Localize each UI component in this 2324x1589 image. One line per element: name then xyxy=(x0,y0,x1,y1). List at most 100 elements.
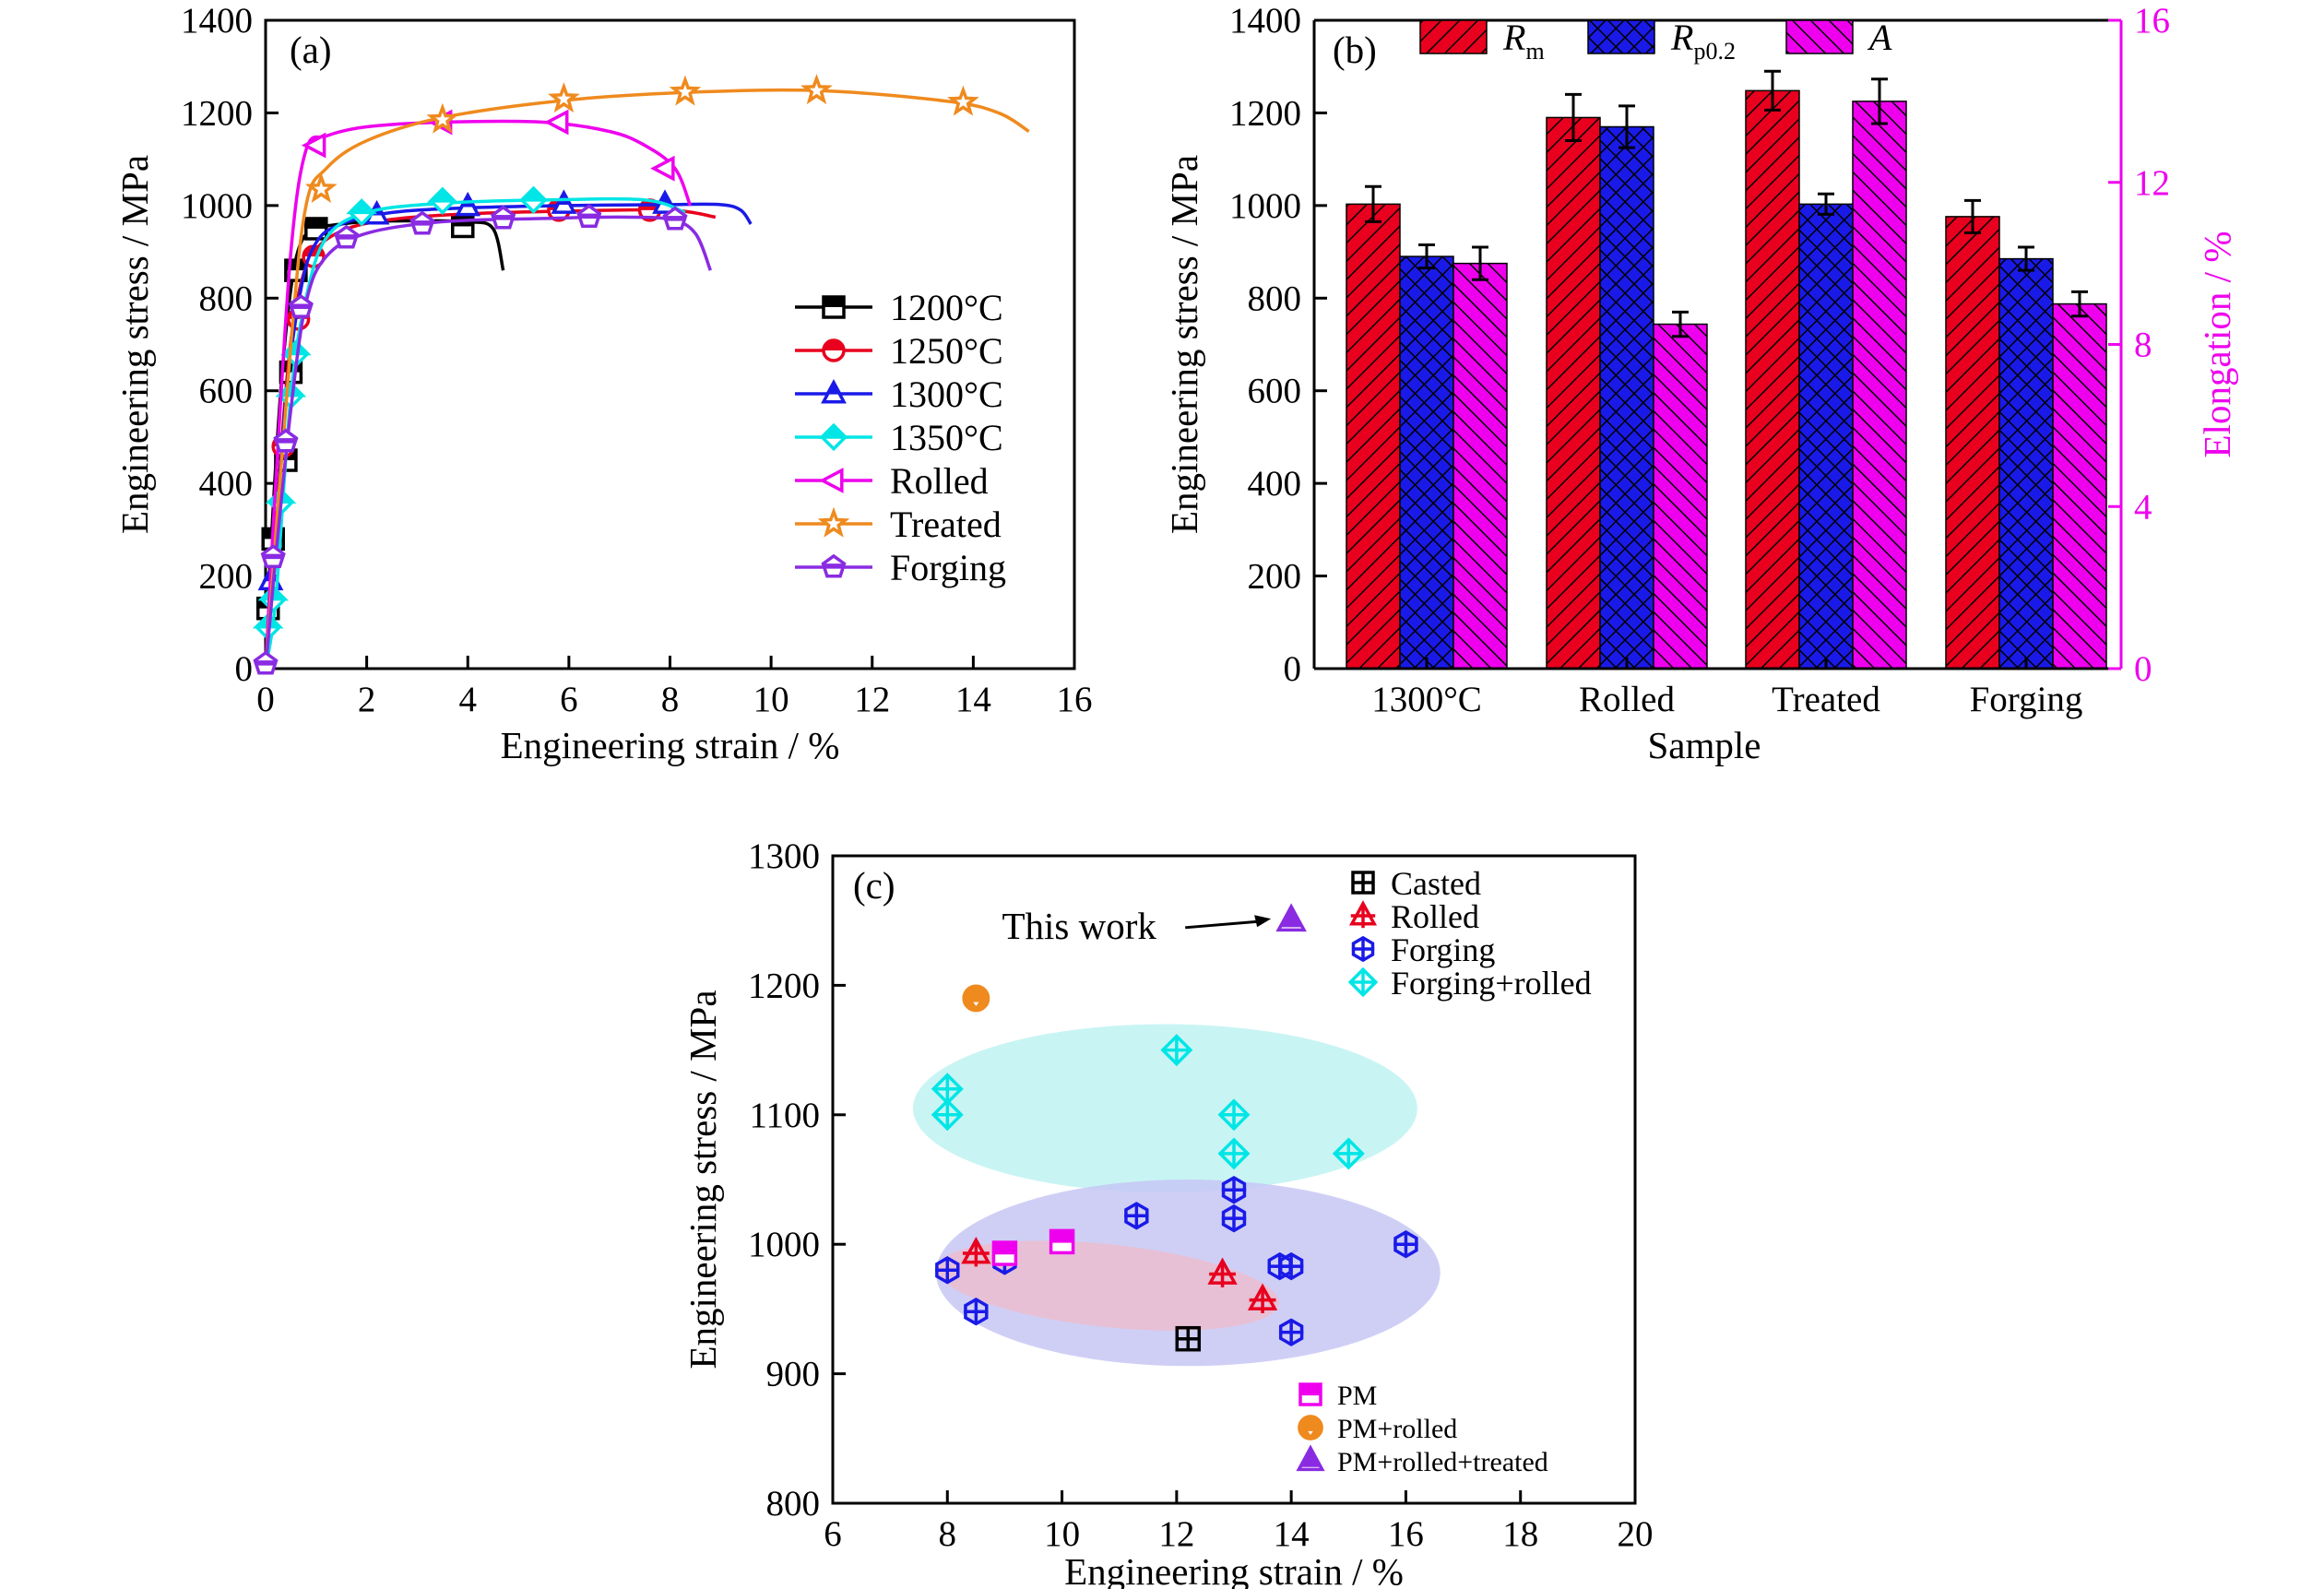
x-tick-label: 20 xyxy=(1618,1514,1654,1554)
data-point-pm xyxy=(993,1242,1015,1264)
panel-label: (a) xyxy=(290,29,332,71)
data-point-1300-c xyxy=(457,196,478,215)
y-tick-label: 1000 xyxy=(748,1225,820,1264)
y-tick-label: 200 xyxy=(199,557,254,597)
x-tick-label: 8 xyxy=(661,680,680,719)
panel-a: 0 2 4 6 8 10 12 14 16 0 200 400 600 800 1000 1200 1400 En… xyxy=(113,1,1093,766)
y-tick-label: 800 xyxy=(1248,279,1302,318)
x-tick-label: 10 xyxy=(753,680,789,719)
x-tick-label: 6 xyxy=(560,680,578,719)
annotation-this-work: This work xyxy=(1002,905,1157,947)
legend-marker-rolled xyxy=(823,470,842,491)
x-tick-label: 12 xyxy=(1158,1514,1194,1554)
annotation-arrow xyxy=(1185,921,1258,928)
series-line-1300-c xyxy=(266,204,751,669)
legend-marker-rolled xyxy=(1351,904,1375,928)
legend-label-forging: Forging xyxy=(1391,931,1495,968)
bar-rm-rolled xyxy=(1547,117,1600,669)
y-tick-label: 1200 xyxy=(1229,93,1301,133)
data-point-forging xyxy=(255,653,276,673)
legend-label-1250-c: 1250°C xyxy=(890,330,1003,372)
x-tick-label: 8 xyxy=(939,1514,957,1554)
category-label: Treated xyxy=(1772,680,1880,719)
y-tick-label: 800 xyxy=(199,279,254,318)
legend-subscript: p0.2 xyxy=(1693,38,1736,65)
data-point-pm-rolled xyxy=(964,986,988,1010)
legend-swatch-rp0-2 xyxy=(1588,20,1654,53)
x-tick-label: 2 xyxy=(358,680,376,719)
data-point-1350-c xyxy=(522,188,545,211)
y-tick-label: 1200 xyxy=(748,966,820,1005)
bar-rm-1300-c xyxy=(1346,204,1400,669)
bar-rp0-2-forging xyxy=(1999,259,2053,669)
data-point-forging xyxy=(1279,1254,1303,1278)
x-tick-label: 16 xyxy=(1388,1514,1424,1554)
y-tick-label: 0 xyxy=(235,649,254,689)
y-tick-label: 1400 xyxy=(181,1,253,41)
y-tick-label: 200 xyxy=(1248,557,1302,597)
legend-marker-pm-rolled xyxy=(1299,1417,1322,1439)
series-line-forging xyxy=(266,217,710,669)
y-tick-label: 1100 xyxy=(749,1096,820,1135)
y-tick-label: 800 xyxy=(766,1484,821,1524)
y-tick-label: 1000 xyxy=(181,186,253,226)
y-tick-label: 1200 xyxy=(181,93,253,133)
bar-rp0-2-1300-c xyxy=(1400,256,1453,669)
legend-label-pm: PM xyxy=(1337,1381,1377,1411)
legend-label-pm-rolled-treated: PM+rolled+treated xyxy=(1337,1447,1548,1477)
figure: 0 2 4 6 8 10 12 14 16 0 200 400 600 800 1000 1200 1400 En… xyxy=(0,0,2324,1589)
data-point-forging xyxy=(1124,1204,1148,1227)
x-axis-label: Engineering strain / % xyxy=(1064,1550,1404,1589)
x-tick-label: 14 xyxy=(1274,1514,1310,1554)
bar-a-1300-c xyxy=(1453,264,1507,669)
data-point-forging xyxy=(492,208,514,228)
legend-label-rm: Rm xyxy=(1502,17,1545,65)
panel-label: (c) xyxy=(853,864,895,907)
data-point-forging xyxy=(1279,1320,1303,1344)
y-tick-label: 600 xyxy=(199,372,254,411)
legend-label-pm-rolled: PM+rolled xyxy=(1337,1414,1457,1444)
data-point-rolled xyxy=(654,159,673,179)
bar-rp0-2-rolled xyxy=(1600,126,1654,669)
series-line-1250-c xyxy=(266,209,716,669)
x-tick-label: 10 xyxy=(1044,1514,1080,1554)
legend-marker-forging xyxy=(823,556,844,576)
legend-label-rp0-2: Rp0.2 xyxy=(1670,17,1736,65)
y-tick-label: 600 xyxy=(1248,372,1302,411)
bar-a-forging xyxy=(2053,304,2106,669)
data-point-pm-rolled-treated xyxy=(1278,907,1304,930)
x-tick-label: 12 xyxy=(854,680,890,719)
data-point-treated xyxy=(952,90,975,113)
legend-subscript: m xyxy=(1525,38,1544,65)
y-tick-label: 400 xyxy=(1248,464,1302,504)
y-tick-label: 400 xyxy=(199,464,254,504)
y2-tick-label: 16 xyxy=(2134,1,2170,41)
y2-tick-label: 4 xyxy=(2134,487,2152,527)
x-axis-label: Sample xyxy=(1648,724,1761,766)
panel-c: 6 8 10 12 14 16 18 20 800 900 1000 1100 1200 1300 Engi… xyxy=(682,836,1654,1589)
data-point-forging xyxy=(1222,1178,1246,1202)
series-line-1350-c xyxy=(266,199,685,669)
legend-marker-forging-rolled xyxy=(1350,969,1376,995)
category-label: Rolled xyxy=(1579,680,1675,719)
y-tick-label: 1400 xyxy=(1229,1,1301,41)
bar-a-treated xyxy=(1853,101,1906,669)
bar-rm-forging xyxy=(1946,217,1999,669)
y-tick-label: 1300 xyxy=(748,836,820,876)
data-point-forging xyxy=(336,227,357,247)
data-point-forging xyxy=(964,1299,988,1323)
legend-label-rolled: Rolled xyxy=(1391,898,1479,935)
legend-label-1300-c: 1300°C xyxy=(890,374,1003,415)
legend-marker-1250-c xyxy=(824,340,844,361)
data-point-forging xyxy=(1393,1232,1417,1256)
legend-swatch-rm xyxy=(1420,20,1487,53)
x-tick-label: 16 xyxy=(1057,680,1093,719)
y2-tick-label: 12 xyxy=(2134,163,2170,203)
legend-label-1200-c: 1200°C xyxy=(890,287,1003,328)
y2-tick-label: 8 xyxy=(2134,326,2152,365)
legend-label-a: A xyxy=(1867,17,1892,58)
data-point-1300-c xyxy=(553,193,574,212)
x-tick-label: 0 xyxy=(256,680,275,719)
bar-rm-treated xyxy=(1746,90,1799,669)
category-label: Forging xyxy=(1970,680,2083,719)
